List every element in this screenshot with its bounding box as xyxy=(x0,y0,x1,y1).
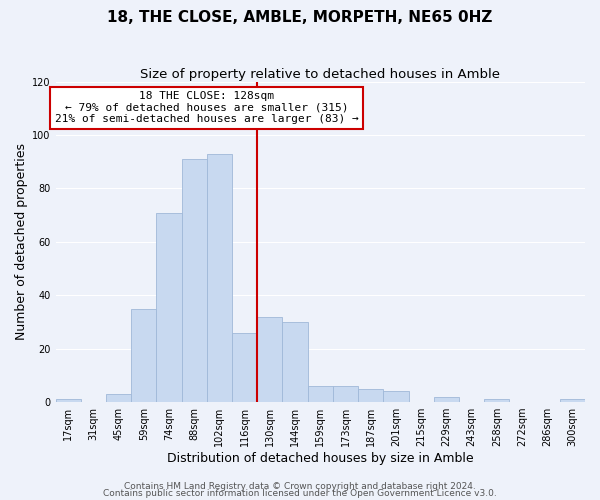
Title: Size of property relative to detached houses in Amble: Size of property relative to detached ho… xyxy=(140,68,500,80)
Bar xyxy=(157,212,182,402)
Bar xyxy=(484,400,509,402)
Bar xyxy=(560,400,585,402)
Bar xyxy=(131,308,157,402)
Bar xyxy=(207,154,232,402)
Y-axis label: Number of detached properties: Number of detached properties xyxy=(15,144,28,340)
Bar xyxy=(308,386,333,402)
Bar xyxy=(283,322,308,402)
Text: 18 THE CLOSE: 128sqm
← 79% of detached houses are smaller (315)
21% of semi-deta: 18 THE CLOSE: 128sqm ← 79% of detached h… xyxy=(55,92,358,124)
Text: Contains HM Land Registry data © Crown copyright and database right 2024.: Contains HM Land Registry data © Crown c… xyxy=(124,482,476,491)
Bar xyxy=(383,392,409,402)
X-axis label: Distribution of detached houses by size in Amble: Distribution of detached houses by size … xyxy=(167,452,473,465)
Bar xyxy=(106,394,131,402)
Bar xyxy=(333,386,358,402)
Bar xyxy=(257,316,283,402)
Bar xyxy=(56,400,81,402)
Bar xyxy=(182,159,207,402)
Bar xyxy=(232,332,257,402)
Bar xyxy=(434,396,459,402)
Text: Contains public sector information licensed under the Open Government Licence v3: Contains public sector information licen… xyxy=(103,489,497,498)
Bar xyxy=(358,388,383,402)
Text: 18, THE CLOSE, AMBLE, MORPETH, NE65 0HZ: 18, THE CLOSE, AMBLE, MORPETH, NE65 0HZ xyxy=(107,10,493,25)
